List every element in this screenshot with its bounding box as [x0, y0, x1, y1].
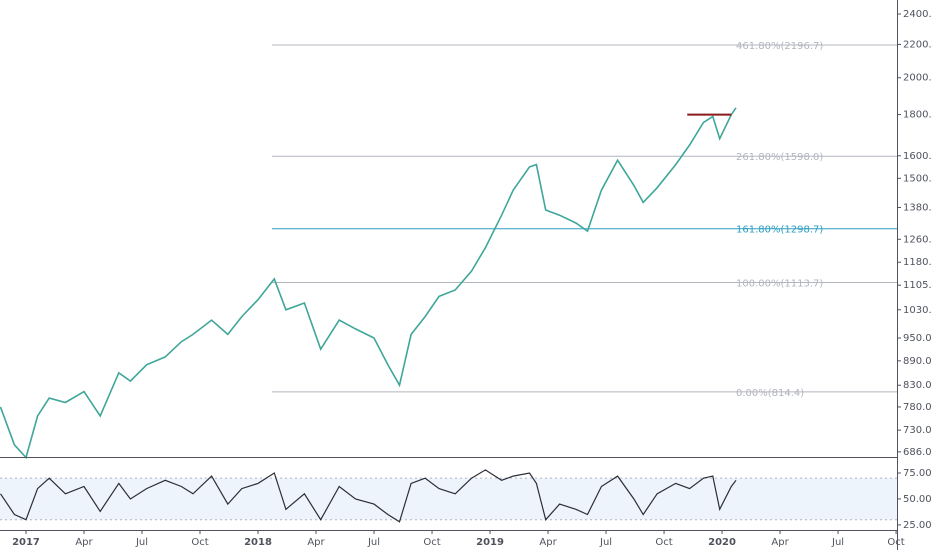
x-tick-label: 2017: [12, 537, 40, 548]
x-tick-label: Apr: [771, 537, 789, 548]
fib-label: 461.80%(2196.7): [736, 41, 823, 52]
y-tick-label: 1380.0: [903, 202, 932, 213]
y-tick-label: 1030.0: [903, 305, 932, 316]
y-tick-label: 780.0: [903, 402, 932, 413]
x-tick-label: 2018: [244, 537, 272, 548]
x-tick-label: Oct: [423, 537, 440, 548]
y-tick-label: 1105.0: [903, 280, 932, 291]
x-tick-label: 2019: [476, 537, 504, 548]
rsi-tick-label: 50.00: [903, 494, 932, 505]
rsi-tick-label: 75.00: [903, 468, 932, 479]
y-tick-label: 686.0: [903, 447, 932, 458]
x-tick-label: Jul: [831, 537, 844, 548]
fib-label: 261.80%(1598.0): [736, 152, 823, 163]
y-tick-label: 1800.0: [903, 110, 932, 121]
fib-label: 161.80%(1298.7): [736, 225, 823, 236]
y-tick-label: 1180.0: [903, 257, 932, 268]
x-tick-label: Jul: [135, 537, 148, 548]
y-tick-label: 1260.0: [903, 234, 932, 245]
rsi-line: [0, 469, 737, 523]
y-tick-label: 2200.0: [903, 39, 932, 50]
y-tick-label: 1600.0: [903, 151, 932, 162]
fib-label: 0.00%(814.4): [736, 388, 804, 399]
x-tick-label: Apr: [75, 537, 93, 548]
y-tick-label: 830.0: [903, 380, 932, 391]
y-tick-label: 730.0: [903, 425, 932, 436]
y-tick-label: 1500.0: [903, 173, 932, 184]
x-tick-label: Apr: [307, 537, 325, 548]
x-tick-label: Oct: [887, 537, 904, 548]
x-tick-label: 2020: [708, 537, 736, 548]
x-tick-label: Jul: [599, 537, 612, 548]
rsi-tick-label: 25.00: [903, 520, 932, 531]
fib-label: 100.00%(1113.7): [736, 278, 823, 289]
x-tick-label: Oct: [655, 537, 672, 548]
y-tick-label: 950.0: [903, 333, 932, 344]
rsi-band: [0, 478, 897, 520]
y-tick-label: 2400.0: [903, 9, 932, 20]
x-tick-label: Jul: [367, 537, 380, 548]
x-tick-label: Apr: [539, 537, 557, 548]
x-tick-label: Oct: [191, 537, 208, 548]
price-line: [0, 107, 737, 460]
y-tick-label: 890.0: [903, 356, 932, 367]
y-tick-label: 2000.0: [903, 73, 932, 84]
